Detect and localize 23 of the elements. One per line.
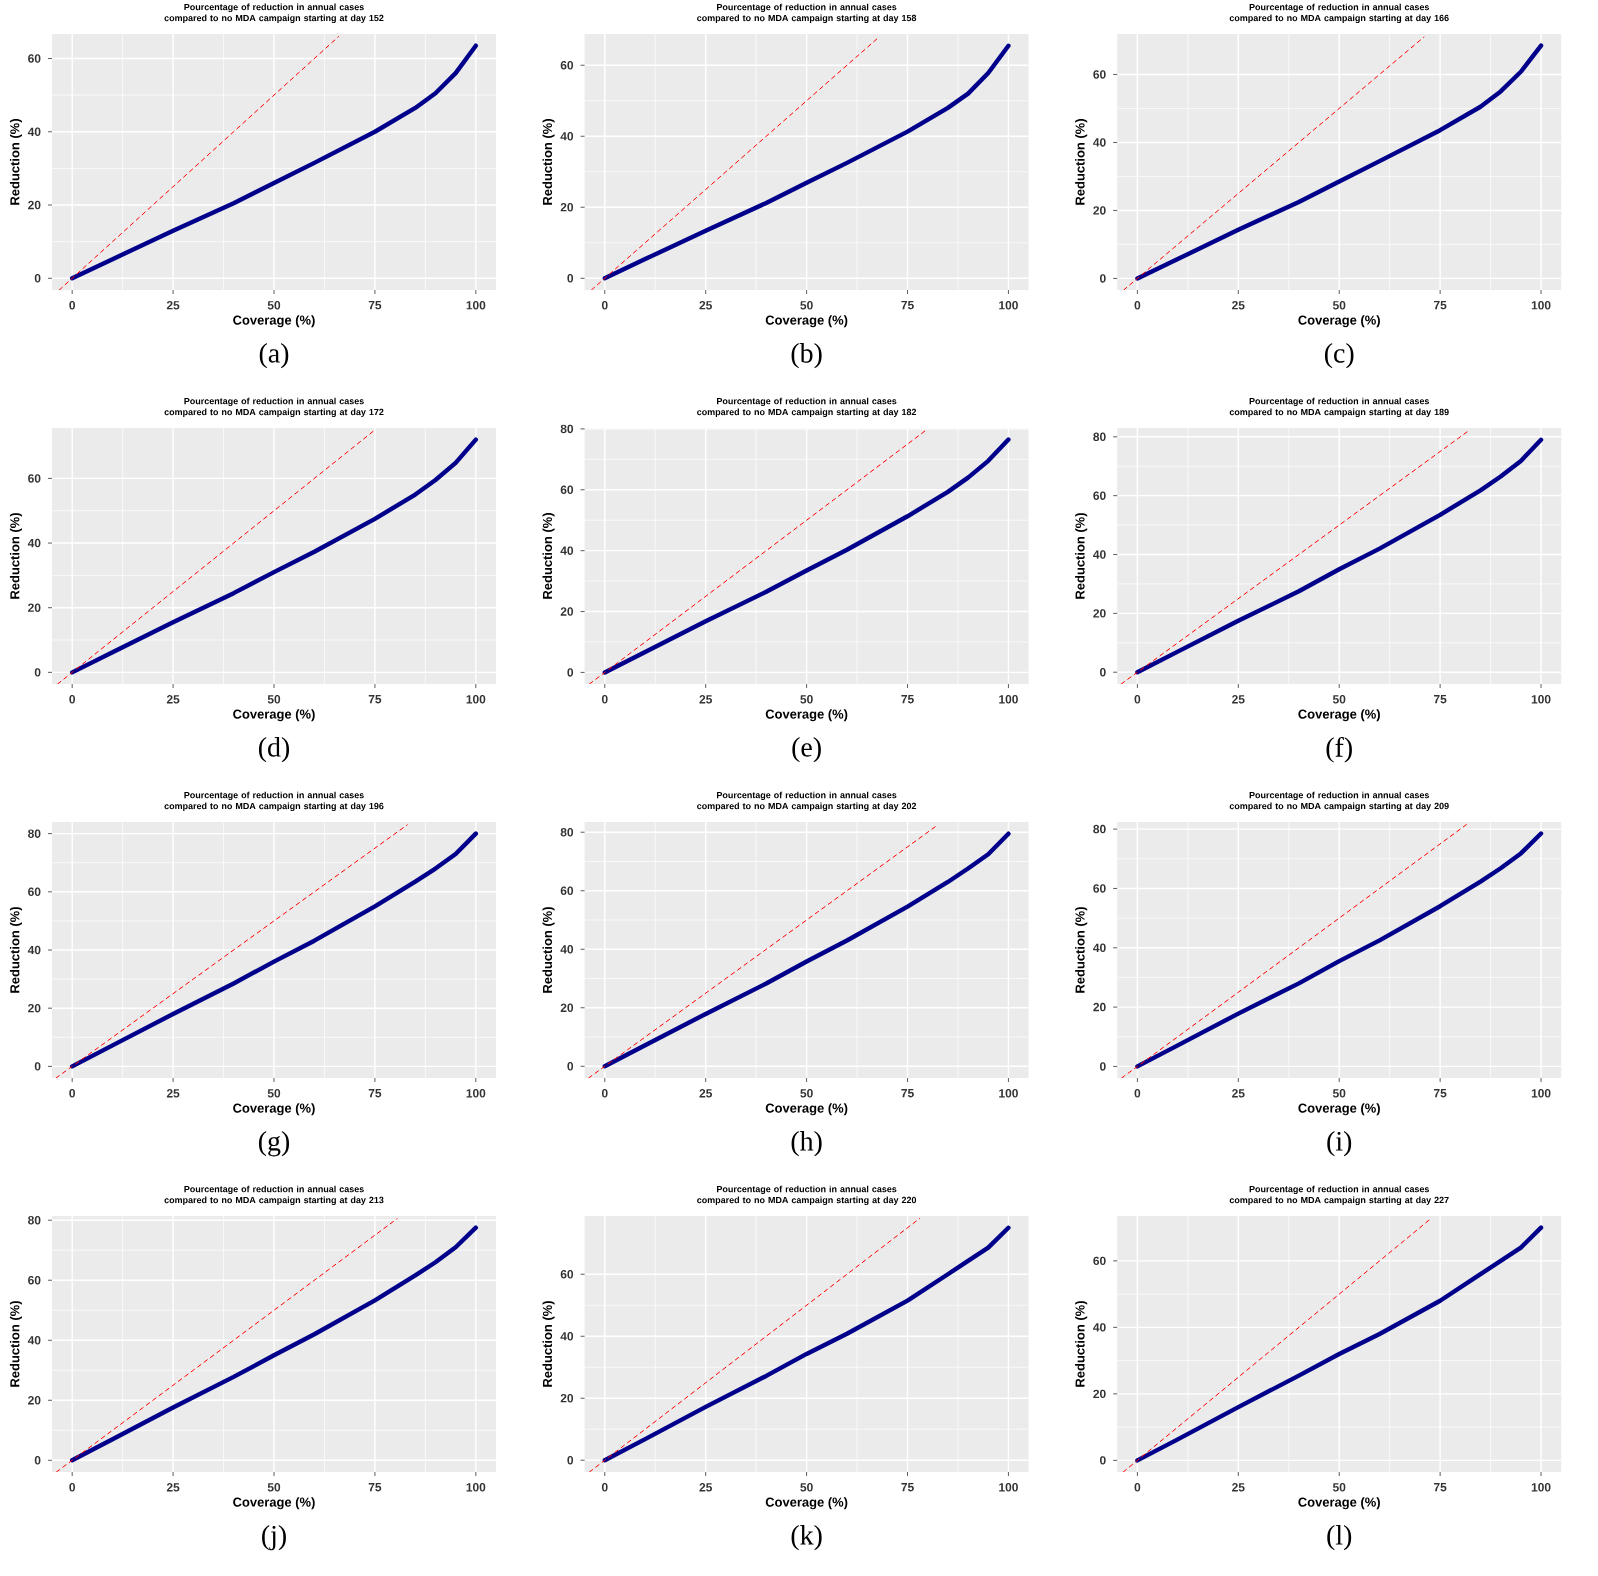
line-series: [602, 831, 1011, 1069]
text: (e): [792, 737, 821, 763]
text: (a): [259, 343, 289, 369]
line-series: [602, 43, 1011, 281]
line-series: [69, 1225, 479, 1463]
text: (l): [1327, 1525, 1352, 1551]
line-series: [69, 437, 479, 675]
text: (c): [1324, 343, 1354, 369]
text: (d): [258, 737, 290, 763]
line-series: [1135, 831, 1544, 1069]
text: (k): [791, 1525, 822, 1551]
line-series: [1135, 437, 1544, 675]
text: (b): [791, 343, 822, 369]
line-series: [69, 831, 479, 1069]
line-series: [1135, 43, 1544, 281]
line-series: [69, 43, 479, 281]
text: (h): [791, 1131, 822, 1157]
text: (i): [1327, 1131, 1352, 1157]
text: (f): [1326, 737, 1352, 763]
text: (g): [258, 1131, 290, 1157]
text: (j): [262, 1525, 286, 1551]
line-series: [602, 437, 1011, 675]
line-series: [602, 1225, 1011, 1463]
